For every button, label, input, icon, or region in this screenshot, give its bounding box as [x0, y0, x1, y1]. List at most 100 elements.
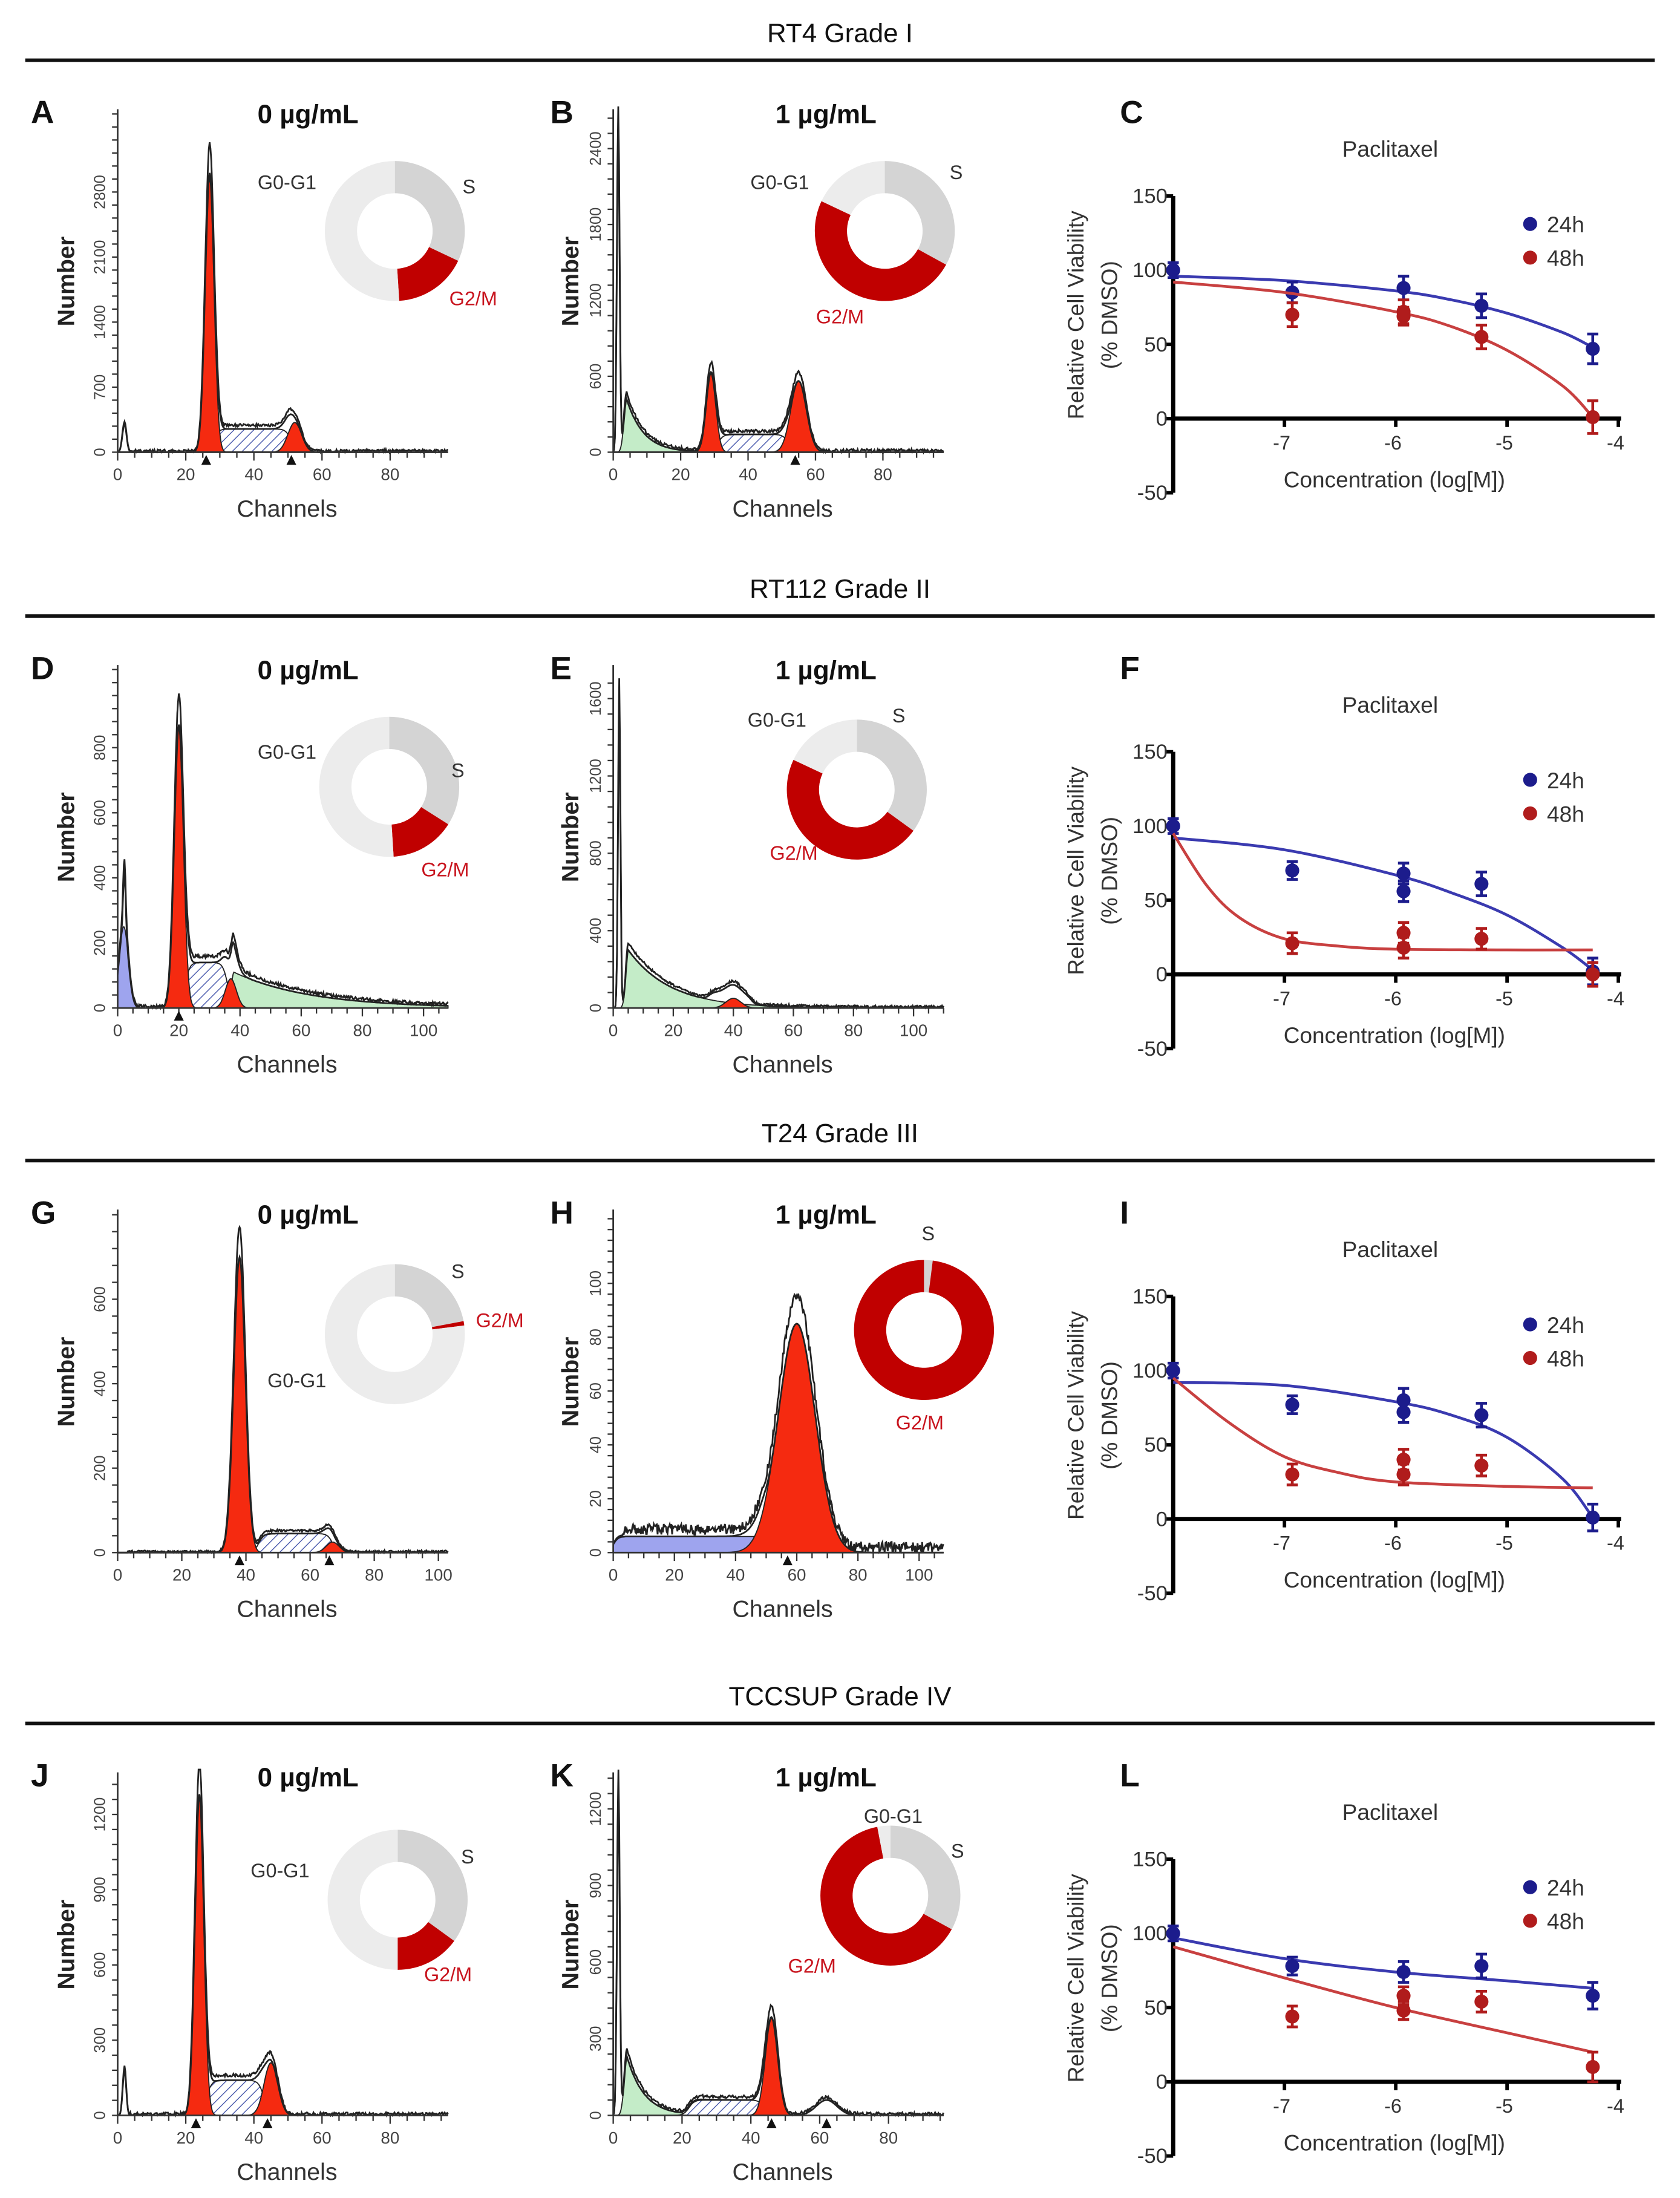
donut-slice-g0-g1 — [793, 719, 857, 774]
legend-label-24h: 24h — [1547, 212, 1584, 237]
x-tick-label: 40 — [237, 1566, 255, 1585]
x-tick-label: 20 — [673, 2128, 691, 2147]
x-axis-label: Channels — [733, 1052, 833, 1078]
donut-label-g2-m: G2/M — [449, 287, 497, 309]
donut-slice-s — [397, 1830, 468, 1941]
y-tick-label: 600 — [92, 1286, 109, 1312]
section-title: RT112 Grade II — [750, 574, 930, 604]
peak-marker-icon — [790, 455, 800, 465]
x-axis-label: Channels — [237, 2159, 337, 2185]
data-point — [1586, 410, 1600, 425]
legend-label-24h: 24h — [1547, 768, 1584, 793]
cell-cycle-donut: S G2/M G0-G1 — [250, 1830, 474, 1985]
x-tick-label: 40 — [742, 2128, 760, 2147]
legend-label-48h: 48h — [1547, 1909, 1584, 1934]
y-tick-label: 1200 — [587, 1791, 604, 1826]
x-tick-label: -7 — [1273, 432, 1290, 454]
data-point — [1166, 1926, 1180, 1941]
x-tick-label: 80 — [365, 1566, 384, 1585]
donut-slice-g2-m — [820, 1827, 952, 1966]
x-tick-label: 80 — [879, 2128, 898, 2147]
y-tick-label: 50 — [1144, 1434, 1168, 1457]
x-axis-label: Channels — [733, 496, 833, 522]
x-tick-label: 40 — [230, 1021, 249, 1039]
x-tick-label: 20 — [665, 1566, 684, 1585]
y-tick-label: -50 — [1137, 1038, 1168, 1061]
panel-letter: L — [1120, 1758, 1140, 1794]
y-tick-label: 0 — [1156, 407, 1168, 430]
y-axis-label-units: (% DMSO) — [1097, 261, 1122, 369]
cell-cycle-donut: S G2/M G0-G1 — [258, 161, 497, 309]
x-axis-label: Channels — [733, 1596, 833, 1623]
y-tick-label: 50 — [1144, 889, 1168, 912]
y-tick-label: 0 — [587, 1004, 604, 1012]
legend-label-48h: 48h — [1547, 1346, 1584, 1371]
y-axis-label-units: (% DMSO) — [1097, 817, 1122, 925]
donut-label-g2-m: G2/M — [816, 306, 864, 328]
x-tick-label: 0 — [113, 2128, 122, 2147]
donut-slice-g2-m — [854, 1260, 995, 1401]
panel-title: 1 µg/mL — [776, 100, 877, 129]
x-tick-label: -4 — [1607, 987, 1624, 1009]
x-tick-label: 40 — [244, 465, 263, 484]
donut-label-g2-m: G2/M — [421, 859, 469, 881]
peak-marker-icon — [201, 455, 211, 465]
donut-slice-g2-m — [397, 1922, 454, 1970]
y-tick-label: -50 — [1137, 482, 1168, 505]
donut-label-s: S — [951, 1840, 964, 1862]
x-tick-label: 80 — [849, 1566, 868, 1585]
donut-slice-s — [389, 716, 460, 825]
y-axis-label: Number — [53, 1337, 80, 1427]
donut-slice-g2-m — [786, 759, 914, 860]
series-24h — [1166, 1925, 1600, 2011]
donut-label-s: S — [921, 1223, 935, 1245]
series-48h — [1172, 1376, 1593, 1490]
donut-slice-g2-m — [814, 201, 946, 301]
panel-c-viability: C Paclitaxel 150 100 50 0 -50 -7 -6 -5 -4 Relative … — [1063, 95, 1624, 505]
panel-letter: F — [1120, 650, 1140, 686]
x-tick-label: 100 — [905, 1566, 933, 1585]
y-tick-label: 0 — [587, 1548, 604, 1557]
series-48h — [1172, 1945, 1600, 2084]
y-tick-label: 200 — [92, 1455, 109, 1480]
cell-cycle-donut: S G2/M G0-G1 — [258, 716, 469, 881]
data-point — [1474, 330, 1489, 344]
x-tick-label: -5 — [1495, 987, 1513, 1009]
panel-letter: K — [550, 1758, 573, 1794]
panel-title: 1 µg/mL — [776, 1763, 877, 1793]
fit-curve-24h — [1173, 275, 1593, 349]
x-tick-label: 0 — [113, 465, 122, 484]
donut-label-g0-g1: G0-G1 — [864, 1805, 923, 1827]
y-tick-label: 50 — [1144, 1997, 1168, 2020]
chart-title: Paclitaxel — [1342, 1237, 1438, 1262]
donut-slice-s — [857, 719, 927, 831]
panel-h-histogram: H 1 µg/mL 0 20 40 60 80 100 0 20 40 60 80 100 Number Ch… — [550, 1195, 995, 1623]
histogram-line — [612, 1292, 944, 1554]
panel-letter: J — [31, 1758, 49, 1794]
y-tick-label: 100 — [1133, 1359, 1168, 1382]
y-tick-label: 700 — [92, 375, 109, 400]
legend-label-24h: 24h — [1547, 1312, 1584, 1338]
y-tick-label: 1200 — [92, 1797, 109, 1832]
x-tick-label: -6 — [1384, 1532, 1402, 1554]
y-axis-label: Number — [557, 1900, 584, 1990]
histogram-line — [612, 106, 944, 455]
legend-marker-24h — [1523, 217, 1537, 231]
legend-label-48h: 48h — [1547, 246, 1584, 271]
panel-a-histogram: A 0 µg/mL 0 20 40 60 80 0 700 1400 2100 2800 Number C… — [31, 95, 497, 522]
y-tick-label: -50 — [1137, 2145, 1168, 2168]
x-tick-label: 100 — [410, 1021, 437, 1039]
y-tick-label: 200 — [92, 930, 109, 955]
y-tick-label: 80 — [587, 1329, 604, 1346]
histogram-line — [612, 1769, 944, 2118]
x-axis-label: Channels — [733, 2159, 833, 2185]
data-point — [1474, 932, 1489, 946]
x-tick-label: 40 — [724, 1021, 743, 1039]
legend-marker-48h — [1523, 250, 1537, 265]
donut-label-s: S — [451, 1261, 465, 1283]
y-tick-label: 2100 — [92, 240, 109, 275]
data-point — [1396, 2003, 1411, 2018]
x-tick-label: 60 — [788, 1566, 806, 1585]
panel-j-histogram: J 0 µg/mL 0 20 40 60 80 0 300 600 900 1200 Number Cha… — [31, 1758, 474, 2185]
